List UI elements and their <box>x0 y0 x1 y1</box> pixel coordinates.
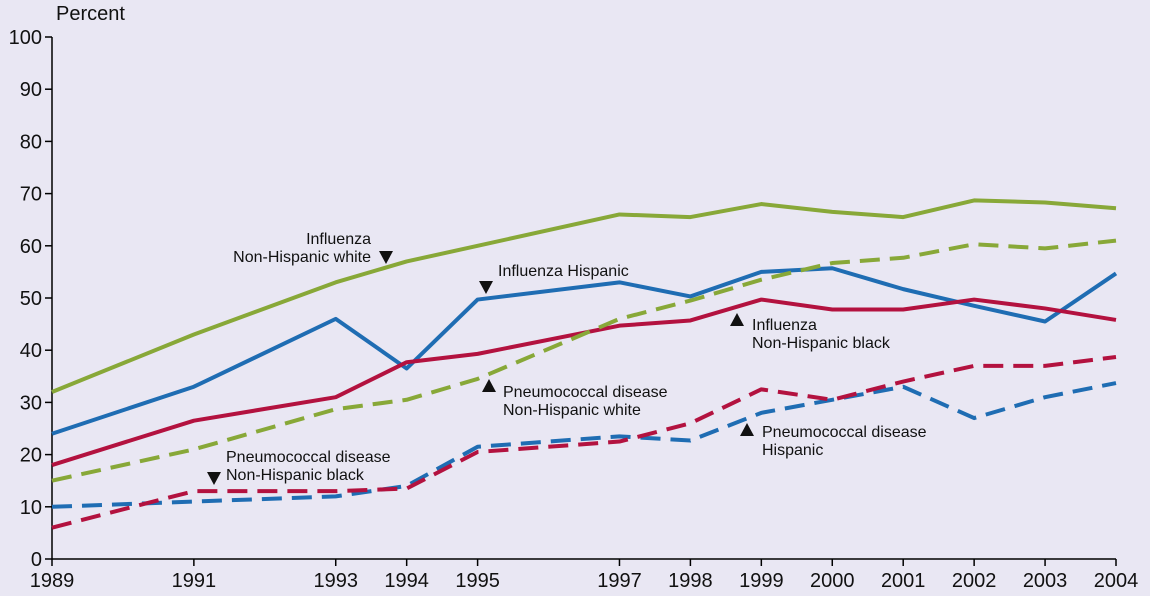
x-tick-label: 2000 <box>810 570 855 592</box>
x-tick-label: 2004 <box>1094 570 1139 592</box>
annotation: Hispanic <box>762 442 823 459</box>
y-tick-label: 70 <box>20 184 42 206</box>
x-tick-label: 2001 <box>881 570 926 592</box>
annotation: Non-Hispanic black <box>226 467 365 484</box>
series-line <box>51 381 1117 509</box>
y-tick-label: 30 <box>20 392 42 414</box>
annotation: Influenza <box>306 231 371 248</box>
series-line <box>51 198 1117 394</box>
annotation: Non-Hispanic black <box>752 335 891 352</box>
y-tick-label: 100 <box>9 27 42 49</box>
annotation-arrow <box>207 472 221 485</box>
y-tick-label: 40 <box>20 340 42 362</box>
y-tick-label: 50 <box>20 288 42 310</box>
series-line <box>51 297 1117 467</box>
y-tick-label: 10 <box>20 497 42 519</box>
x-tick-label: 1998 <box>668 570 713 592</box>
annotation-arrow <box>479 281 493 294</box>
x-tick-label: 1989 <box>30 570 75 592</box>
annotation: Pneumococcal disease <box>226 449 391 466</box>
annotation-arrow <box>730 313 744 326</box>
y-tick-label: 80 <box>20 131 42 153</box>
series-line <box>51 355 1117 530</box>
x-tick-label: 2002 <box>952 570 997 592</box>
y-tick-label: 90 <box>20 79 42 101</box>
y-tick-label: 60 <box>20 236 42 258</box>
annotation: Non-Hispanic white <box>503 402 641 419</box>
annotation: Pneumococcal disease <box>762 424 927 441</box>
x-tick-label: 1997 <box>597 570 642 592</box>
annotation: Influenza Hispanic <box>498 263 629 280</box>
annotation: Influenza <box>752 317 817 334</box>
y-tick-label: 20 <box>20 445 42 467</box>
x-tick-label: 1995 <box>455 570 500 592</box>
y-axis-label: Percent <box>56 3 125 25</box>
x-tick-label: 1999 <box>739 570 784 592</box>
y-tick-label: 0 <box>31 549 42 571</box>
x-tick-label: 1991 <box>172 570 217 592</box>
x-tick-label: 1993 <box>313 570 358 592</box>
annotation-arrow <box>379 251 393 264</box>
annotation: Pneumococcal disease <box>503 384 668 401</box>
annotation-arrow <box>740 423 754 436</box>
series-line <box>51 266 1118 436</box>
x-tick-label: 1994 <box>384 570 429 592</box>
x-tick-label: 2003 <box>1023 570 1068 592</box>
series-line <box>51 238 1117 483</box>
annotation: Non-Hispanic white <box>233 249 371 266</box>
annotation-arrow <box>482 379 496 392</box>
